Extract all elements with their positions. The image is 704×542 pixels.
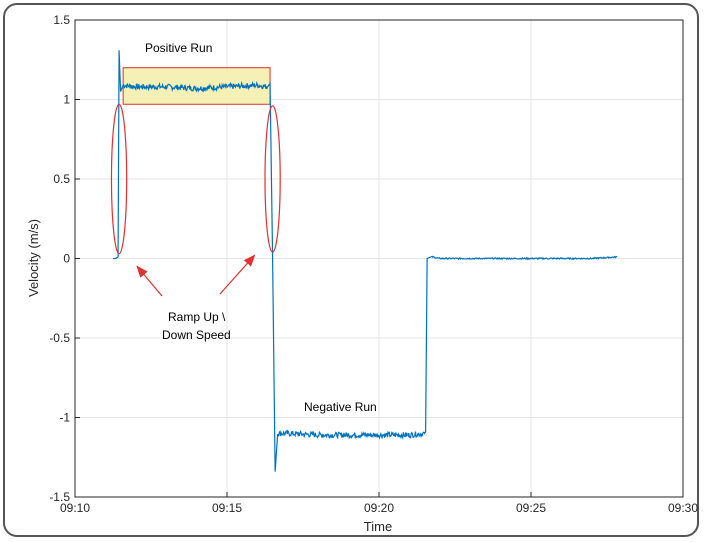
x-axis-ticks: 09:10 09:15 09:20 09:25 09:30 — [60, 492, 698, 515]
x-tick-label: 09:25 — [516, 501, 546, 515]
velocity-line — [113, 50, 618, 472]
x-tick-label: 09:10 — [60, 501, 90, 515]
y-tick-label: 0.5 — [53, 172, 70, 186]
ramp-arrows — [136, 254, 256, 297]
ramp-label-line1: Ramp Up \ — [168, 310, 226, 324]
negative-run-label: Negative Run — [304, 400, 377, 414]
y-tick-label: 1 — [63, 93, 70, 107]
x-axis-label: Time — [364, 519, 392, 534]
ramp-arrow-right — [219, 254, 256, 295]
ramp-ellipses — [110, 103, 281, 255]
ramp-arrow-left — [136, 265, 163, 297]
y-axis-label: Velocity (m/s) — [26, 219, 41, 297]
x-tick-label: 09:20 — [364, 501, 394, 515]
velocity-series — [113, 50, 618, 472]
y-tick-label: 1.5 — [53, 13, 70, 27]
y-tick-label: -1.5 — [49, 490, 70, 504]
y-tick-label: -0.5 — [49, 331, 70, 345]
ramp-ellipse — [264, 105, 281, 253]
ramp-label-line2: Down Speed — [162, 328, 231, 342]
x-tick-label: 09:30 — [668, 501, 698, 515]
ramp-ellipse — [110, 103, 128, 255]
x-tick-label: 09:15 — [212, 501, 242, 515]
positive-run-label: Positive Run — [145, 41, 212, 55]
y-tick-label: 0 — [63, 252, 70, 266]
y-tick-label: -1 — [59, 411, 70, 425]
y-axis-ticks: -1.5 -1 -0.5 0 0.5 1 1.5 — [49, 13, 80, 504]
